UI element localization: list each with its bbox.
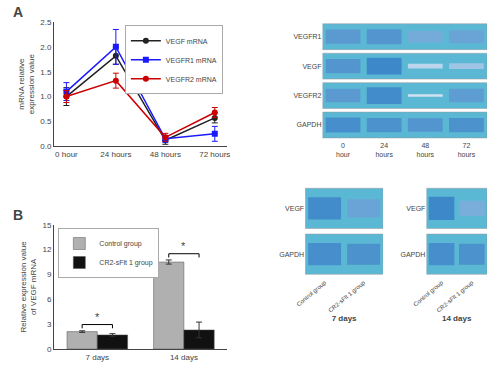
svg-text:Control group: Control group <box>295 279 327 307</box>
svg-text:VEGF mRNA: VEGF mRNA <box>166 38 208 45</box>
svg-text:48hours: 48hours <box>417 142 435 158</box>
svg-text:CR2-sFlt 1 group: CR2-sFlt 1 group <box>327 279 366 313</box>
svg-text:VEGF: VEGF <box>285 205 304 212</box>
svg-text:0.0: 0.0 <box>40 142 52 151</box>
svg-text:VEGF: VEGF <box>406 205 425 212</box>
svg-text:0 hour: 0 hour <box>55 150 78 159</box>
svg-text:CR2-sFlt 1 group: CR2-sFlt 1 group <box>436 279 475 313</box>
svg-text:12: 12 <box>42 245 51 254</box>
svg-text:Control group: Control group <box>99 240 142 248</box>
svg-text:14 days: 14 days <box>442 314 472 323</box>
svg-text:0.5: 0.5 <box>40 117 52 126</box>
svg-text:15: 15 <box>42 221 51 230</box>
svg-text:B: B <box>13 207 23 223</box>
svg-text:9: 9 <box>47 270 52 279</box>
svg-text:VEGFR1 mRNA: VEGFR1 mRNA <box>166 57 217 64</box>
svg-text:24hours: 24hours <box>375 142 393 158</box>
svg-text:2.5: 2.5 <box>40 18 52 27</box>
svg-text:24 hours: 24 hours <box>100 150 131 159</box>
svg-text:6: 6 <box>47 295 52 304</box>
svg-text:VEGFR2 mRNA: VEGFR2 mRNA <box>166 76 217 83</box>
svg-text:48 hours: 48 hours <box>150 150 181 159</box>
svg-text:7 days: 7 days <box>86 353 110 362</box>
svg-text:0: 0 <box>47 345 52 354</box>
svg-text:1.0: 1.0 <box>40 92 52 101</box>
svg-text:VEGFR1: VEGFR1 <box>293 33 321 40</box>
svg-text:1.5: 1.5 <box>40 68 52 77</box>
svg-text:14 days: 14 days <box>170 353 198 362</box>
svg-text:7 days: 7 days <box>332 314 357 323</box>
svg-text:VEGFR2: VEGFR2 <box>293 92 321 99</box>
svg-text:2.0: 2.0 <box>40 43 52 52</box>
svg-text:GAPDH: GAPDH <box>297 121 322 128</box>
svg-text:Relative expression valueof VE: Relative expression valueof VEGF mRNA <box>19 241 38 333</box>
svg-text:*: * <box>95 311 100 323</box>
svg-text:A: A <box>13 4 23 20</box>
svg-text:0hour: 0hour <box>336 142 351 158</box>
svg-text:GAPDH: GAPDH <box>400 251 425 258</box>
svg-text:mRNA relativeexpression value: mRNA relativeexpression value <box>17 54 36 115</box>
svg-text:VEGF: VEGF <box>302 63 321 70</box>
svg-text:*: * <box>181 240 186 252</box>
svg-text:3: 3 <box>47 320 52 329</box>
svg-text:Control group: Control group <box>412 279 444 307</box>
svg-text:CR2-sFlt 1 group: CR2-sFlt 1 group <box>99 259 152 267</box>
svg-text:72 hours: 72 hours <box>199 150 230 159</box>
svg-text:72hours: 72hours <box>458 142 476 158</box>
svg-text:GAPDH: GAPDH <box>279 251 304 258</box>
